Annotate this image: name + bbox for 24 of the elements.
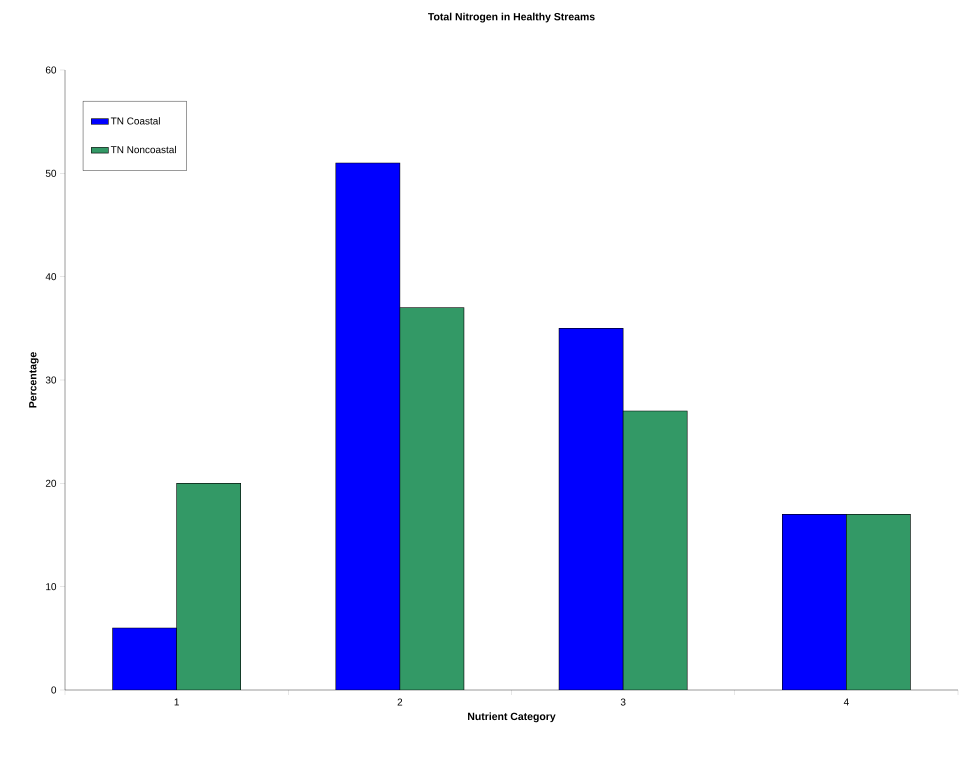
y-tick-label: 10 — [46, 583, 56, 590]
bar — [176, 483, 241, 690]
y-axis-title: Percentage — [29, 352, 39, 408]
y-tick-label: 40 — [46, 273, 56, 280]
bar — [112, 628, 177, 690]
y-tick-label: 60 — [46, 66, 56, 74]
y-tick-label: 0 — [51, 686, 56, 694]
legend-label: TN Coastal — [110, 117, 160, 125]
bar — [846, 514, 911, 690]
y-tick-label: 20 — [46, 480, 56, 487]
bar — [336, 162, 400, 690]
legend-label: TN Noncoastal — [110, 146, 176, 154]
bar — [400, 308, 464, 690]
bar — [782, 514, 847, 690]
x-tick-label: 1 — [174, 698, 179, 706]
y-tick-label: 50 — [46, 170, 56, 177]
y-tick-label: 30 — [46, 376, 56, 384]
bar — [623, 411, 688, 690]
x-tick-label: 3 — [620, 698, 626, 706]
x-axis-title: Nutrient Category — [468, 712, 556, 722]
bar — [559, 328, 624, 690]
x-tick-label: 2 — [398, 698, 402, 706]
x-tick-label: 4 — [844, 698, 849, 706]
chart-title: Total Nitrogen in Healthy Streams — [428, 12, 595, 22]
